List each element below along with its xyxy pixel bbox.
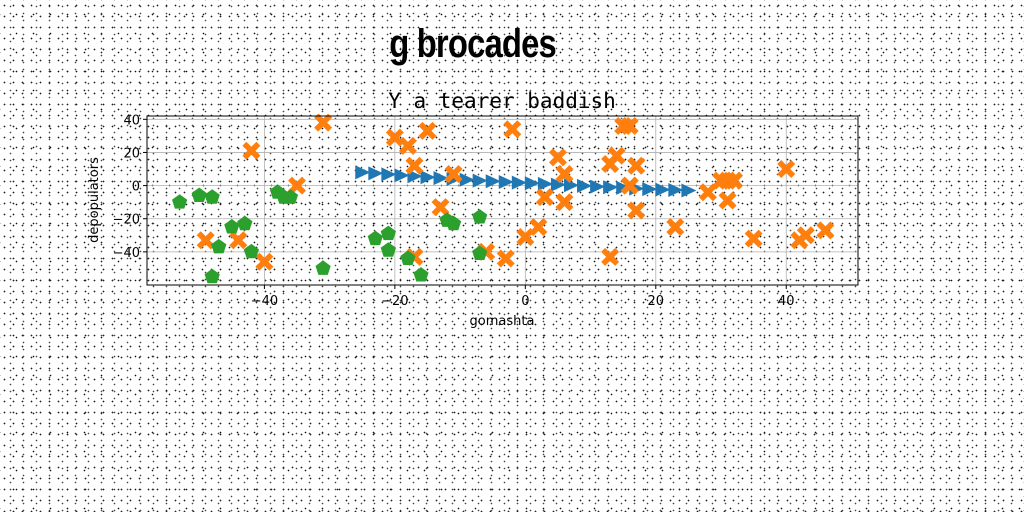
data-point-x (288, 176, 307, 195)
data-point-triangle (355, 165, 371, 180)
data-point-x (548, 148, 567, 167)
data-point-x (405, 156, 424, 175)
plot-frame (146, 115, 859, 286)
data-point-x (229, 231, 248, 250)
data-point-triangle (550, 177, 566, 192)
data-point-x (627, 156, 646, 175)
data-point-x (744, 229, 763, 248)
data-point-x (777, 160, 796, 179)
chart-title: Y a tearer baddish (388, 89, 616, 113)
data-point-pentagon (315, 260, 331, 275)
data-point-x (503, 120, 522, 139)
data-point-triangle (590, 179, 606, 194)
data-point-triangle (485, 174, 501, 189)
data-point-x (444, 164, 463, 183)
data-point-triangle (577, 178, 593, 193)
x-axis-label: gomashta (470, 314, 535, 329)
data-point-pentagon (446, 215, 462, 231)
data-point-pentagon (400, 250, 416, 265)
data-point-pentagon (380, 242, 396, 257)
y-axis-ticks: −40 −20 0 20 40 (113, 113, 147, 261)
data-point-x (816, 221, 835, 240)
data-point-triangle (381, 167, 397, 182)
data-point-triangle (368, 166, 384, 181)
data-point-x (196, 231, 215, 250)
data-point-pentagon (472, 209, 488, 224)
data-point-x (496, 249, 515, 268)
x-tick-label: −40 (251, 294, 278, 309)
data-point-triangle (537, 176, 553, 191)
data-point-x (718, 191, 737, 210)
data-point-x (535, 188, 554, 207)
data-point-x (601, 247, 620, 266)
y-tick-label: 20 (123, 146, 140, 161)
figure-suptitle: g brocades (389, 22, 557, 66)
data-point-x (385, 128, 404, 147)
data-point-x (796, 226, 815, 245)
data-point-triangle (642, 182, 658, 197)
data-point-pentagon (237, 215, 253, 231)
data-point-pentagon (211, 238, 227, 254)
data-point-triangle (655, 182, 671, 197)
data-point-triangle (498, 174, 514, 189)
data-point-pentagon (172, 194, 188, 209)
data-point-x (725, 171, 744, 190)
data-point-x (620, 176, 639, 195)
y-tick-label: 0 (132, 180, 140, 195)
data-point-pentagon (191, 187, 207, 202)
data-point-x (555, 193, 574, 212)
x-tick-label: −20 (381, 294, 408, 309)
data-point-triangle (668, 183, 684, 198)
data-points (172, 113, 835, 284)
data-point-x (529, 218, 548, 237)
y-tick-label: −40 (113, 246, 140, 261)
data-point-triangle (420, 170, 436, 185)
data-point-pentagon (472, 245, 488, 260)
data-point-pentagon (204, 268, 220, 284)
data-point-triangle (394, 168, 410, 183)
data-point-x (431, 198, 450, 217)
data-point-pentagon (243, 243, 259, 259)
data-point-triangle (524, 176, 540, 191)
data-point-x (555, 164, 574, 183)
data-point-triangle (459, 172, 475, 187)
data-point-x (620, 116, 639, 135)
data-point-triangle (511, 175, 527, 190)
data-point-triangle (681, 183, 697, 198)
data-point-x (398, 136, 417, 155)
data-point-x (627, 201, 646, 220)
data-point-pentagon (367, 230, 383, 246)
x-axis-ticks: −40 −20 0 20 40 (251, 285, 795, 309)
data-point-x (255, 252, 274, 271)
data-point-pentagon (204, 189, 220, 204)
data-point-x (314, 113, 333, 132)
data-point-x (666, 218, 685, 237)
data-point-pentagon (224, 219, 240, 234)
data-point-x (242, 141, 261, 160)
data-point-triangle (472, 173, 488, 188)
data-point-pentagon (413, 267, 429, 282)
data-point-x (607, 146, 626, 165)
y-tick-label: −20 (113, 213, 140, 228)
x-tick-label: 40 (778, 294, 795, 309)
data-point-triangle (563, 178, 579, 193)
y-tick-label: 40 (123, 113, 140, 128)
data-point-x (698, 183, 717, 202)
data-point-triangle (603, 180, 619, 195)
y-axis-label: depopulators (87, 157, 102, 243)
x-tick-label: 20 (648, 294, 665, 309)
x-tick-label: 0 (521, 294, 529, 309)
data-point-pentagon (380, 225, 396, 241)
data-point-x (418, 121, 437, 140)
data-point-triangle (433, 171, 449, 186)
data-point-pentagon (282, 189, 299, 204)
